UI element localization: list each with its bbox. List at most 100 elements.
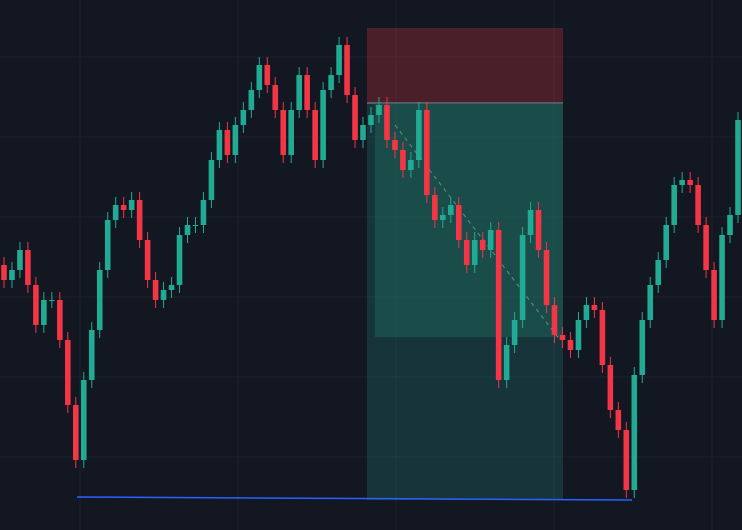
candle-body — [288, 110, 295, 155]
position-tool — [367, 28, 563, 500]
candle-body — [336, 45, 342, 75]
candle-body — [631, 375, 638, 490]
candle-body — [479, 240, 486, 250]
candle-body — [368, 115, 374, 125]
candle-body — [168, 285, 175, 290]
candle-body — [344, 45, 350, 95]
candle-body — [719, 235, 725, 320]
candle-body — [360, 125, 366, 140]
candle-body — [49, 300, 55, 301]
candle-body — [647, 285, 654, 320]
candle-body — [33, 285, 39, 325]
candle-body — [57, 300, 63, 340]
candle-body — [487, 230, 494, 250]
candle-body — [112, 205, 119, 220]
candle-body — [176, 235, 183, 285]
candle-body — [639, 320, 646, 375]
candle-body — [216, 130, 223, 160]
candle-body — [41, 300, 47, 325]
candle-body — [232, 125, 239, 155]
candle-body — [671, 185, 677, 225]
candle-body — [1, 265, 7, 280]
candle-body — [104, 220, 111, 270]
candle-body — [591, 305, 598, 310]
candle-body — [144, 240, 151, 280]
candle-body — [424, 110, 430, 195]
candle-body — [272, 85, 279, 110]
candle-body — [687, 180, 693, 185]
candle-body — [240, 110, 247, 125]
candle-body — [559, 335, 566, 340]
candle-body — [519, 235, 526, 320]
candle-body — [296, 75, 302, 110]
candle-body — [447, 205, 454, 215]
position-progress — [375, 103, 563, 337]
candle-body — [663, 225, 669, 260]
candle-body — [535, 210, 542, 250]
candle-body — [160, 290, 167, 300]
candle-body — [88, 330, 95, 380]
trend-line — [76, 496, 633, 501]
candle-body — [408, 160, 414, 170]
candle-body — [679, 180, 685, 185]
candle-body — [703, 225, 709, 270]
candle-body — [25, 250, 31, 285]
candles — [1, 37, 741, 498]
candle-body — [96, 270, 103, 330]
candle-body — [455, 205, 462, 240]
candle-body — [136, 200, 143, 240]
candle-body — [9, 270, 15, 280]
candle-body — [304, 75, 310, 110]
candle-body — [440, 215, 446, 220]
candle-body — [128, 200, 135, 210]
candle-body — [463, 240, 470, 265]
candle-body — [80, 380, 87, 460]
target-zone — [367, 103, 563, 500]
candle-body — [727, 215, 733, 235]
candle-body — [224, 130, 231, 155]
candle-body — [200, 200, 207, 225]
candle-body — [471, 240, 478, 265]
candle-body — [711, 270, 717, 320]
candle-body — [392, 140, 398, 150]
candle-body — [503, 345, 510, 380]
trade-path — [394, 124, 561, 341]
candle-body — [152, 280, 159, 300]
candle-body — [615, 410, 622, 430]
candle-body — [376, 105, 382, 115]
candle-body — [551, 305, 558, 335]
candle-body — [495, 230, 502, 380]
candle-body — [384, 105, 390, 140]
candle-body — [184, 225, 191, 235]
candle-body — [655, 260, 662, 285]
candle-body — [567, 340, 574, 350]
candle-body — [607, 365, 614, 410]
candle-body — [527, 210, 534, 235]
candle-body — [120, 205, 127, 210]
candle-body — [208, 160, 215, 200]
candle-body — [599, 310, 606, 365]
candle-body — [575, 320, 582, 350]
stop-zone — [367, 28, 563, 103]
candle-body — [583, 305, 590, 320]
candle-body — [17, 250, 23, 270]
candle-body — [352, 95, 358, 140]
candle-body — [623, 430, 630, 490]
candle-body — [511, 320, 518, 345]
candle-body — [543, 250, 550, 305]
candle-body — [264, 65, 271, 85]
candle-body — [735, 120, 741, 215]
candle-body — [416, 110, 422, 160]
candle-body — [400, 150, 406, 170]
candle-body — [256, 65, 263, 90]
candle-body — [192, 225, 199, 226]
candle-body — [432, 195, 438, 220]
candle-body — [328, 75, 334, 90]
candle-body — [695, 185, 701, 225]
candle-body — [248, 90, 255, 110]
candle-body — [280, 110, 287, 155]
candle-body — [312, 110, 318, 160]
candle-body — [73, 405, 79, 460]
